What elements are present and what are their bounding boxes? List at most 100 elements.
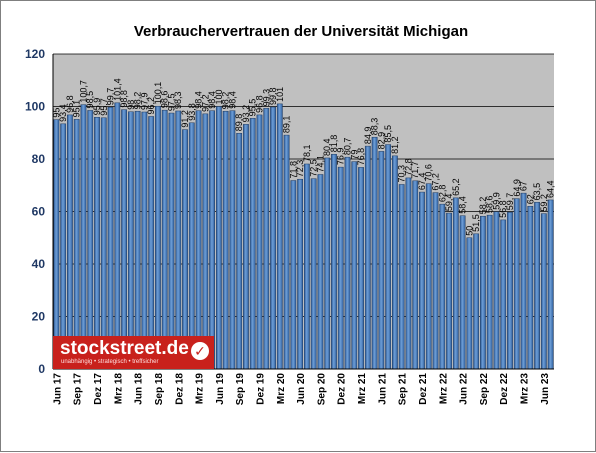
x-tick-label: Mrz 20	[276, 373, 287, 405]
bar	[486, 214, 493, 370]
x-tick-label: Dez 18	[174, 373, 185, 405]
bar	[188, 122, 195, 370]
bar	[80, 104, 87, 370]
bar	[459, 215, 466, 370]
data-label: 95,9	[92, 98, 102, 116]
data-label: 65,2	[451, 178, 461, 196]
bar	[378, 151, 385, 370]
x-tick-label: Jun 18	[134, 373, 145, 405]
data-label: 100	[214, 89, 224, 104]
y-tick-label: 100	[25, 100, 45, 114]
x-tick-label: Mrz 23	[520, 373, 531, 405]
bar	[358, 167, 364, 370]
data-label: 88,3	[370, 118, 380, 136]
bar	[547, 199, 554, 370]
x-tick-label: Sep 20	[316, 373, 327, 406]
bar	[87, 110, 94, 370]
x-tick-label: Sep 22	[479, 373, 490, 406]
bar	[324, 157, 331, 370]
bar	[209, 110, 215, 370]
data-label: 97,9	[139, 92, 149, 110]
bar	[527, 206, 534, 370]
y-tick-label: 60	[32, 205, 46, 219]
data-label: 101	[275, 87, 285, 102]
bar	[60, 123, 67, 370]
y-tick-label: 120	[25, 47, 45, 61]
data-label: 82,9	[376, 132, 386, 150]
y-tick-label: 0	[38, 362, 45, 376]
bar	[466, 237, 473, 370]
data-label: 79	[349, 150, 359, 160]
bar	[67, 114, 73, 370]
x-tick-label: Dez 20	[337, 373, 348, 405]
x-tick-label: Jun 17	[52, 373, 63, 405]
bar	[202, 113, 209, 370]
check-icon: ✓	[191, 342, 209, 360]
bar	[310, 178, 317, 370]
data-label: 98,3	[173, 91, 183, 109]
bar	[222, 110, 229, 370]
data-label: 58,6	[485, 196, 495, 214]
bar	[53, 119, 60, 370]
logo-tagline: unabhängig • strategisch • treffsicher	[61, 359, 159, 365]
bar	[385, 144, 392, 370]
data-label: 98,4	[227, 91, 237, 109]
data-label: 98,2	[133, 92, 143, 110]
logo-text: stockstreet.de	[60, 338, 189, 359]
data-label: 74,1	[315, 155, 325, 173]
x-ticks-group: Jun 17 Sep 17 Dez 17 Mrz 18 Jun 18 Sep 18 Dez …	[52, 373, 550, 406]
data-label: 97,2	[200, 94, 210, 112]
x-tick-label: Mrz 22	[438, 373, 449, 405]
y-tick-label: 80	[32, 152, 46, 166]
data-label: 85,5	[383, 125, 393, 143]
data-label: 98,6	[160, 91, 170, 109]
bar	[195, 110, 202, 370]
bar	[243, 124, 249, 370]
data-label: 96,8	[254, 95, 264, 113]
bar	[161, 109, 168, 370]
data-label: 98	[126, 100, 136, 110]
data-label: 80,7	[343, 138, 353, 156]
bar	[419, 191, 425, 370]
bar	[94, 117, 100, 370]
x-tick-label: Jun 21	[377, 373, 388, 405]
data-label: 89,8	[234, 114, 244, 132]
bar	[540, 213, 547, 370]
y-tick-label: 40	[32, 257, 46, 271]
data-label: 95,7	[99, 98, 109, 116]
data-label: 100,7	[78, 80, 88, 103]
x-tick-label: Jun 23	[540, 373, 551, 405]
bar	[331, 154, 337, 370]
bars-group	[53, 102, 554, 370]
data-label: 96,2	[146, 97, 156, 115]
x-tick-label: Sep 19	[235, 373, 246, 406]
bar	[73, 119, 80, 370]
data-label: 59,4	[444, 194, 454, 212]
data-label: 67,2	[431, 173, 441, 191]
data-label: 95	[51, 108, 61, 118]
x-tick-label: Dez 22	[499, 373, 510, 405]
bar	[371, 136, 378, 370]
bar	[473, 233, 480, 370]
data-label: 99,8	[268, 87, 278, 105]
data-label: 72,3	[295, 160, 305, 178]
data-label: 100,1	[153, 82, 163, 105]
data-label: 98,8	[119, 90, 129, 108]
y-tick-label: 20	[32, 310, 46, 324]
bar	[493, 211, 500, 370]
data-label: 98,4	[194, 91, 204, 109]
bar	[405, 177, 412, 370]
data-label: 80,4	[322, 138, 332, 156]
x-tick-label: Dez 21	[418, 373, 429, 405]
x-tick-label: Jun 22	[459, 373, 470, 405]
bar	[303, 163, 310, 370]
data-label: 95,5	[248, 99, 258, 117]
data-label: 71,8	[288, 161, 298, 179]
bar	[182, 129, 188, 370]
data-label: 98,5	[85, 91, 95, 109]
bar	[121, 109, 127, 370]
x-tick-label: Sep 18	[154, 373, 165, 406]
x-tick-label: Dez 17	[93, 373, 104, 405]
data-label: 89,1	[282, 116, 292, 134]
